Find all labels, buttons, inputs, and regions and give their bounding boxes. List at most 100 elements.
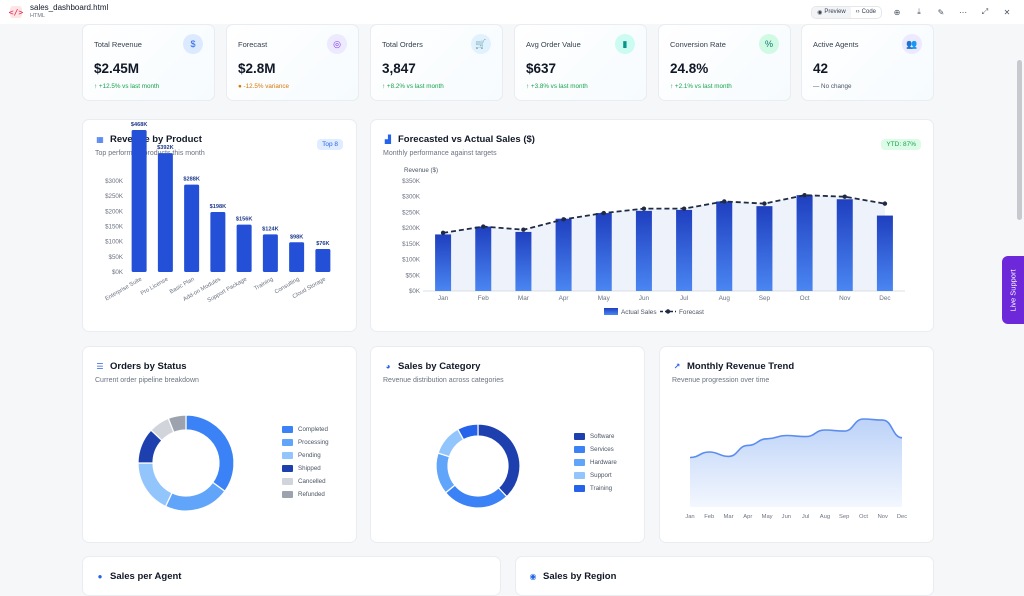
expand-icon[interactable]: ⤢ [981, 7, 989, 16]
bar [435, 234, 452, 291]
forecast-point [481, 224, 486, 229]
legend-item[interactable]: Training [574, 482, 617, 495]
data-label: $392K [157, 145, 173, 151]
card-subtitle: Monthly performance against targets [383, 150, 497, 157]
legend-swatch [574, 459, 585, 466]
sales-by-category-card: ◕ Sales by Category Revenue distribution … [370, 346, 645, 543]
users-icon: 👥 [902, 34, 922, 54]
x-tick-label: Apr [743, 514, 752, 520]
kpi-card: Conversion Rate 24.8% ↑ +2.1% vs last mont… [658, 24, 791, 101]
forecast-point [561, 217, 566, 222]
card-title: Sales per Agent [110, 571, 182, 582]
file-name: sales_dashboard.html [30, 3, 109, 13]
x-tick-label: May [598, 295, 611, 302]
legend-item[interactable]: Support [574, 469, 617, 482]
legend-swatch [282, 465, 293, 472]
forecast-point [641, 206, 647, 211]
monthly-revenue-trend-chart: Jan Feb Mar Apr May Jun Jul Aug Sep Oct Nov Dec [685, 418, 907, 520]
bar [716, 201, 733, 291]
live-support-button[interactable]: Live Support [1002, 256, 1024, 324]
y-axis-label: Revenue ($) [404, 167, 438, 174]
kpi-change: ● -12.5% variance [238, 83, 290, 90]
x-tick-label: Nov [878, 514, 888, 520]
legend-item[interactable]: Refunded [282, 488, 329, 501]
legend-label: Support [590, 472, 612, 479]
legend-label: Processing [298, 439, 329, 446]
bar [756, 206, 773, 291]
bar [676, 209, 693, 291]
donut-slice [435, 452, 456, 494]
globe-icon[interactable]: ⊕ [893, 7, 901, 17]
x-tick-label: Jun [782, 514, 791, 520]
x-tick-label: Apr [559, 295, 570, 302]
scrollbar[interactable] [1017, 60, 1022, 220]
data-label: $124K [262, 226, 278, 232]
edit-icon[interactable]: ✎ [937, 7, 945, 17]
legend-item[interactable]: Shipped [282, 462, 329, 475]
legend-item[interactable]: Cancelled [282, 475, 329, 488]
x-tick-label: Jan [685, 514, 694, 520]
forecast-point [601, 210, 606, 216]
card-subtitle: Top performing products this month [95, 150, 205, 157]
legend-item[interactable]: Pending [282, 449, 329, 462]
top-badge[interactable]: Top 8 [317, 139, 343, 150]
orders-by-status-card: ☰ Orders by Status Current order pipeline… [82, 346, 357, 543]
card-title: Sales by Region [543, 571, 617, 582]
orders-by-status-donut [137, 414, 235, 512]
trend-area [690, 419, 902, 507]
x-tick-label: Jul [680, 295, 688, 302]
bar [876, 215, 893, 291]
card-subtitle: Current order pipeline breakdown [95, 377, 199, 384]
list-icon: ☰ [96, 362, 104, 371]
card-title: Orders by Status [110, 361, 187, 372]
more-icon[interactable]: ⋯ [959, 7, 967, 17]
x-tick-label: Dec [897, 514, 907, 520]
legend-swatch [574, 485, 585, 492]
kpi-card: Forecast $2.8M ● -12.5% variance ◎ [226, 24, 359, 101]
kpi-card: Avg Order Value $637 ↑ +3.8% vs last month… [514, 24, 647, 101]
preview-button[interactable]: ◉ Preview [812, 6, 851, 18]
legend-swatch [604, 308, 618, 315]
legend-label: Cancelled [298, 478, 326, 485]
x-tick-label: Enterprise Suite [104, 277, 143, 303]
donut-slice [167, 414, 187, 434]
sales-category-legend: Software Services Hardware Support Training [574, 430, 617, 495]
legend-item[interactable]: Software [574, 430, 617, 443]
y-tick-label: $350K [402, 178, 421, 185]
view-toggle: ◉ Preview ‹› Code [811, 5, 882, 19]
file-header: </> sales_dashboard.html HTML ◉ Preview ‹… [0, 0, 1024, 24]
legend-item[interactable]: Services [574, 443, 617, 456]
kpi-change: ↑ +2.1% vs last month [670, 83, 732, 90]
y-tick-label: $200K [402, 225, 421, 232]
legend-item[interactable]: Hardware [574, 456, 617, 469]
legend-item[interactable]: Completed [282, 423, 329, 436]
legend-item[interactable]: Processing [282, 436, 329, 449]
y-tick-label: $100K [105, 239, 124, 246]
forecast-point [762, 201, 767, 206]
donut-slice [444, 484, 508, 509]
forecast-vs-actual-card: ▟ Forecasted vs Actual Sales ($) Monthly … [370, 119, 934, 332]
download-icon[interactable]: ⤓ [917, 7, 921, 16]
data-label: $76K [316, 241, 329, 247]
bar [289, 242, 305, 272]
target-icon: ◎ [327, 34, 347, 54]
forecast-point [440, 230, 446, 236]
code-button[interactable]: ‹› Code [855, 9, 876, 15]
kpi-value: $2.45M [94, 61, 140, 76]
legend-label: Hardware [590, 459, 617, 466]
receipt-icon: ▮ [615, 34, 635, 54]
file-type: HTML [30, 13, 45, 20]
x-tick-label: Mar [518, 295, 530, 302]
legend-swatch [574, 472, 585, 479]
kpi-label: Active Agents [813, 40, 859, 49]
x-tick-label: Aug [719, 295, 731, 302]
kpi-label: Conversion Rate [670, 40, 726, 49]
bar [555, 218, 572, 291]
close-icon[interactable]: ✕ [1003, 7, 1011, 17]
globe-icon: ◉ [529, 572, 537, 581]
forecast-point [882, 201, 888, 206]
kpi-card: Active Agents 42 — No change 👥 [801, 24, 934, 101]
donut-slice [456, 423, 479, 441]
card-title: Revenue by Product [110, 134, 202, 145]
x-tick-label: Oct [800, 295, 810, 302]
